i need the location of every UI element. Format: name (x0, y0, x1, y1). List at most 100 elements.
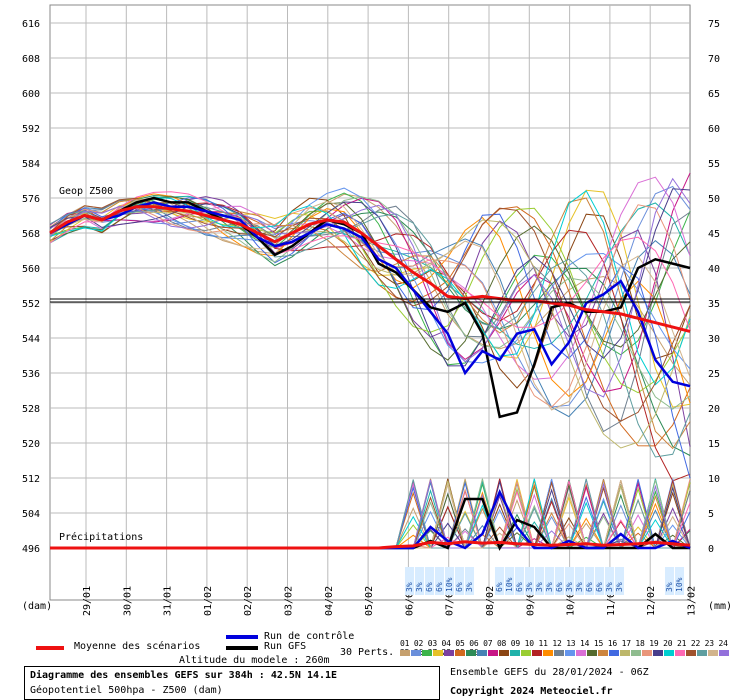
right-axis-label: (mm) (708, 601, 732, 612)
precip-section-label: Précipitations (59, 531, 143, 543)
left-tick-label: 616 (22, 19, 40, 30)
right-tick-label: 75 (708, 19, 720, 30)
snow-label: 3% (525, 582, 534, 592)
snow-probability: 3% 3% 6% 6% 10% 6% 3% 6% 10% 6% 3% 3% 3% 6% 3% 3% 6% 6% 3%… (405, 567, 684, 595)
member-swatch (576, 650, 586, 656)
member-line (49, 188, 691, 367)
x-tick-label: 31/01 (163, 586, 174, 616)
snow-label-bg (615, 567, 624, 595)
member-line (49, 176, 691, 380)
right-tick-label: 55 (708, 159, 720, 170)
left-tick-label: 512 (22, 474, 40, 485)
left-tick-label: 592 (22, 124, 40, 135)
right-tick-label: 0 (708, 544, 714, 555)
right-tick-label: 40 (708, 264, 720, 275)
member-swatch (455, 650, 465, 656)
main-series (49, 196, 691, 551)
member-swatch (400, 650, 410, 656)
left-tick-label: 568 (22, 229, 40, 240)
x-tick-label: 12/02 (646, 586, 657, 616)
member-line (49, 211, 691, 449)
left-tick-label: 520 (22, 439, 40, 450)
member-swatch (719, 650, 729, 656)
right-tick-label: 65 (708, 89, 720, 100)
right-tick-label: 20 (708, 404, 720, 415)
left-tick-label: 536 (22, 369, 40, 380)
right-tick-label: 35 (708, 299, 720, 310)
left-tick-label: 528 (22, 404, 40, 415)
member-swatch (664, 650, 674, 656)
x-tick-label: 06/02 (404, 586, 415, 616)
snow-label-bg (465, 567, 474, 595)
left-axis-ticks: 616 608 600 592 584 576 568 560 552 544 536 528 520 5… (22, 19, 40, 555)
snow-label: 6% (515, 582, 524, 592)
snow-label: 10% (675, 577, 684, 592)
left-tick-label: 600 (22, 89, 40, 100)
member-swatch (521, 650, 531, 656)
member-swatch (631, 650, 641, 656)
member-swatch (598, 650, 608, 656)
snow-label: 6% (425, 582, 434, 592)
member-swatch (609, 650, 619, 656)
snow-label: 3% (535, 582, 544, 592)
left-tick-label: 504 (22, 509, 40, 520)
right-tick-label: 45 (708, 229, 720, 240)
perts-label: 30 Perts. (340, 647, 395, 658)
member-swatch (477, 650, 487, 656)
x-tick-label: 29/01 (82, 586, 93, 616)
x-axis-labels: 29/01 30/01 31/01 01/02 02/02 03/02 04/02 05/02… (82, 586, 698, 616)
member-swatch (587, 650, 597, 656)
x-tick-label: 05/02 (364, 586, 375, 616)
mean-legend-swatch (36, 646, 64, 650)
snow-label: 6% (455, 582, 464, 592)
mean-precip-line (50, 540, 691, 550)
snow-label: 10% (445, 577, 454, 592)
snow-label-bg (495, 567, 504, 595)
member-swatch (510, 650, 520, 656)
snow-label-bg (515, 567, 524, 595)
x-tick-label: 04/02 (324, 586, 335, 616)
snow-label-bg (675, 567, 684, 595)
left-tick-label: 560 (22, 264, 40, 275)
mean-line (49, 205, 691, 333)
member-line (49, 197, 691, 450)
left-tick-label: 584 (22, 159, 40, 170)
snow-label-bg (575, 567, 584, 595)
snow-label-bg (585, 567, 594, 595)
member-swatch (499, 650, 509, 656)
member-swatch (653, 650, 663, 656)
snow-label: 6% (585, 582, 594, 592)
snow-label: 3% (665, 582, 674, 592)
x-tick-label: 30/01 (122, 586, 133, 616)
member-swatch (422, 650, 432, 656)
snow-label-bg (605, 567, 614, 595)
snow-label: 6% (595, 582, 604, 592)
x-tick-label: 11/02 (606, 586, 617, 616)
member-line (49, 177, 691, 398)
snow-label: 10% (505, 577, 514, 592)
snow-label-bg (455, 567, 464, 595)
snow-label-bg (415, 567, 424, 595)
run-label: Ensemble GEFS du 28/01/2024 - 06Z (450, 667, 649, 678)
x-tick-label: 02/02 (243, 586, 254, 616)
member-swatch (532, 650, 542, 656)
member-line (49, 190, 691, 386)
gfs-legend-label: Run GFS (264, 641, 307, 652)
control-legend-label: Run de contrôle (264, 631, 355, 642)
x-tick-label: 07/02 (445, 586, 456, 616)
info-box: Diagramme des ensembles GEFS sur 384h : … (24, 666, 440, 700)
left-tick-label: 496 (22, 544, 40, 555)
member-line (49, 195, 691, 456)
snow-label-bg (545, 567, 554, 595)
member-swatch (675, 650, 685, 656)
snow-label-bg (555, 567, 564, 595)
left-axis-label: (dam) (22, 601, 52, 612)
member-swatch (565, 650, 575, 656)
member-swatch (411, 650, 421, 656)
member-swatch (708, 650, 718, 656)
member-swatch (543, 650, 553, 656)
snow-label: 6% (495, 582, 504, 592)
left-tick-label: 608 (22, 54, 40, 65)
snow-label: 6% (435, 582, 444, 592)
